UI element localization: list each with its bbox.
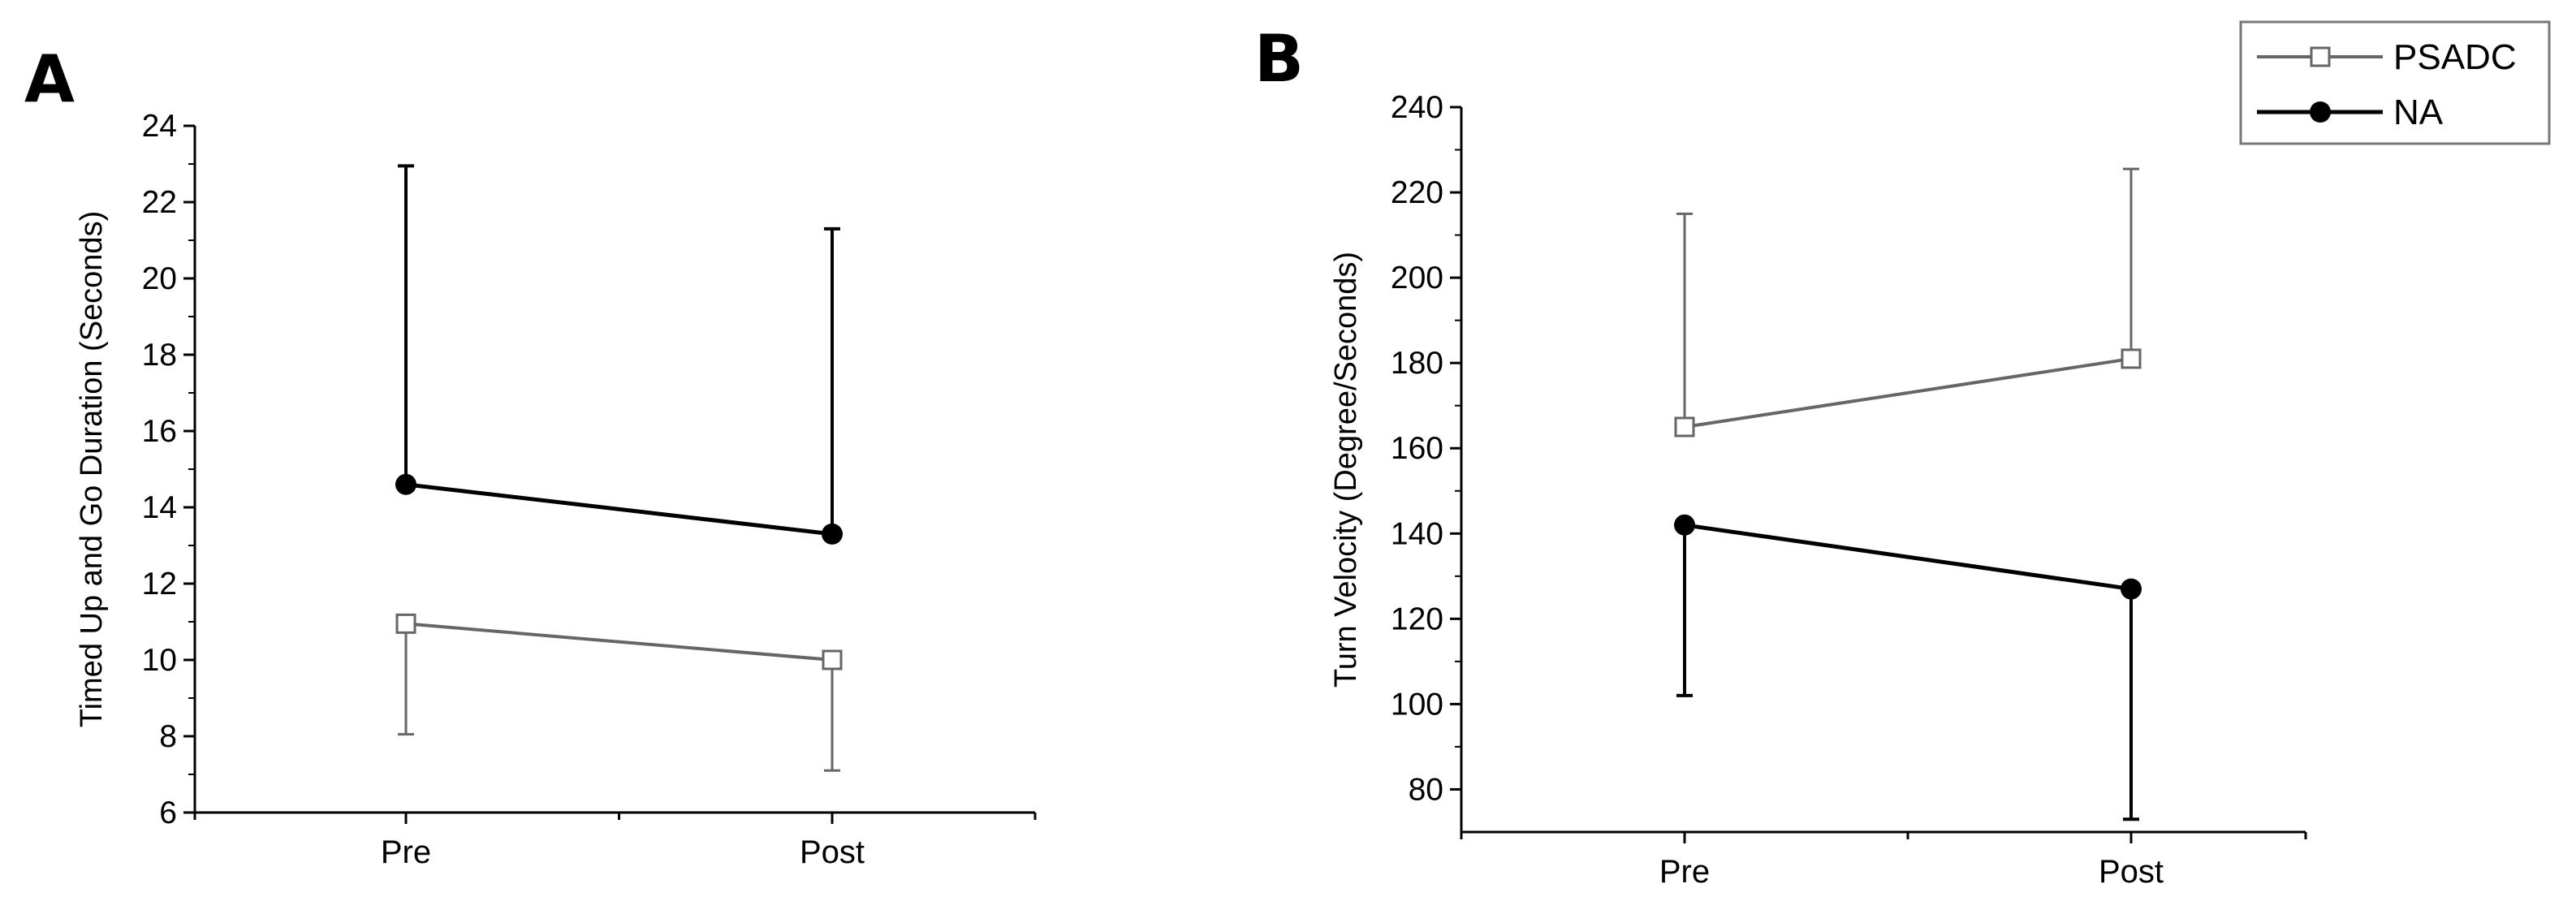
y-tick-label: 22 <box>142 185 177 220</box>
legend: PSADC NA <box>2239 20 2551 145</box>
x-tick-label: Pre <box>381 834 431 870</box>
series-line-na <box>1684 523 2132 592</box>
panel-a-chart: A 6 8 10 12 14 16 18 20 22 24 Pre Post Timed Up and G… <box>24 41 1037 870</box>
data-point-na <box>395 473 416 495</box>
panel-b-chart: B 80 100 120 140 160 180 200 220 240 Pre Post Turn V… <box>1254 21 2307 890</box>
y-axis-title: Timed Up and Go Duration (Seconds) <box>75 211 109 727</box>
legend-label: NA <box>2393 93 2444 132</box>
x-tick-label: Post <box>2099 854 2164 890</box>
data-point-psadc <box>2121 348 2142 369</box>
y-tick-label: 220 <box>1391 175 1443 210</box>
series-line-psadc <box>405 622 833 662</box>
y-tick-label: 20 <box>142 261 177 296</box>
data-point-na <box>822 523 843 545</box>
y-tick-label: 12 <box>142 567 177 601</box>
x-tick-label: Pre <box>1659 854 1710 890</box>
panel-label: A <box>24 41 75 117</box>
y-tick-label: 240 <box>1391 90 1443 125</box>
legend-box <box>2239 20 2551 145</box>
y-tick-label: 200 <box>1391 261 1443 295</box>
y-tick-label: 10 <box>142 643 177 678</box>
y-tick-label: 8 <box>159 719 177 754</box>
panel-label: B <box>1254 21 1304 97</box>
y-tick-label: 180 <box>1391 346 1443 381</box>
y-tick-label: 6 <box>159 795 177 830</box>
y-tick-label: 80 <box>1409 772 1443 807</box>
data-point-psadc <box>1674 416 1695 438</box>
legend-label: PSADC <box>2393 37 2517 77</box>
y-tick-label: 120 <box>1391 601 1443 636</box>
y-axis-title: Turn Velocity (Degree/Seconds) <box>1329 252 1363 688</box>
data-point-psadc <box>395 613 416 634</box>
y-tick-label: 140 <box>1391 516 1443 551</box>
x-tick-label: Post <box>800 834 865 870</box>
y-tick-label: 18 <box>142 338 177 373</box>
series-line-psadc <box>1684 356 2132 429</box>
data-point-na <box>1674 514 1695 536</box>
y-tick-label: 100 <box>1391 687 1443 722</box>
data-point-psadc <box>822 649 843 670</box>
y-tick-label: 160 <box>1391 431 1443 466</box>
y-tick-label: 16 <box>142 414 177 449</box>
y-tick-label: 14 <box>142 490 177 525</box>
data-point-na <box>2121 578 2142 600</box>
series-line-na <box>405 482 833 537</box>
y-tick-label: 24 <box>142 109 177 144</box>
legend-marker <box>2310 101 2331 123</box>
legend-marker <box>2310 46 2331 67</box>
